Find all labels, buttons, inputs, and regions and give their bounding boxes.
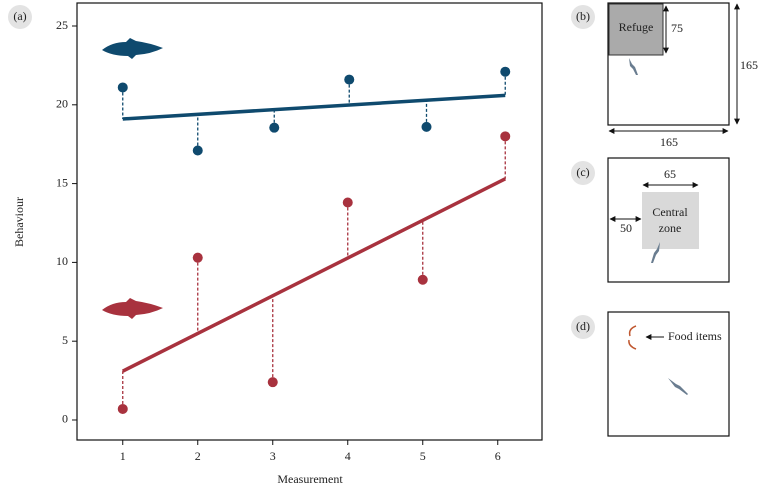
point <box>192 252 203 263</box>
x-tick-label: 2 <box>195 449 201 463</box>
y-tick-label: 10 <box>56 254 68 268</box>
point <box>192 145 203 156</box>
x-tick-label: 4 <box>345 449 351 463</box>
point <box>421 121 432 132</box>
x-tick-label: 3 <box>270 449 276 463</box>
food-label: Food items <box>668 329 722 343</box>
x-tick-label: 6 <box>495 449 501 463</box>
zone-label: Central <box>652 205 688 219</box>
zone-label: zone <box>659 221 682 235</box>
label-badge <box>8 5 32 29</box>
point <box>269 122 280 133</box>
plot-frame <box>76 2 543 441</box>
point <box>117 403 128 414</box>
point <box>500 131 511 142</box>
x-tick-label: 5 <box>420 449 426 463</box>
y-tick-label: 15 <box>56 175 68 189</box>
fish-icon <box>629 58 638 75</box>
point <box>417 274 428 285</box>
point <box>342 197 353 208</box>
refuge <box>608 3 664 56</box>
dimension-label: 165 <box>660 135 678 149</box>
fish-icon <box>102 298 163 319</box>
central-zone <box>642 192 699 249</box>
y-tick-label: 25 <box>56 18 68 32</box>
x-axis-label: Measurement <box>277 472 343 486</box>
x-tick-label: 1 <box>120 449 126 463</box>
refuge-label: Refuge <box>619 20 654 34</box>
panel-label: (d) <box>576 319 590 333</box>
dimension-label: 65 <box>664 167 676 181</box>
fish-icon <box>668 378 688 395</box>
fit-line <box>122 93 506 121</box>
y-tick-label: 0 <box>62 412 68 426</box>
panel-label: (a) <box>13 9 26 23</box>
food-items <box>628 325 637 350</box>
point <box>267 377 278 388</box>
panel-label: (c) <box>576 165 589 179</box>
point <box>344 74 355 85</box>
arena <box>607 311 730 437</box>
fish-icon <box>651 242 660 263</box>
arena <box>607 2 730 126</box>
dimension-label: 165 <box>740 58 758 72</box>
fit-line <box>121 177 507 373</box>
label-badge <box>571 315 595 339</box>
fish-icon <box>102 38 163 59</box>
point <box>500 66 511 77</box>
dimension-label: 50 <box>620 221 632 235</box>
label-badge <box>571 5 595 29</box>
y-axis-label: Behaviour <box>12 197 26 247</box>
arena <box>607 157 730 283</box>
y-tick-label: 5 <box>62 333 68 347</box>
y-tick-label: 20 <box>56 97 68 111</box>
panel-label: (b) <box>576 9 590 23</box>
label-badge <box>571 161 595 185</box>
point <box>117 82 128 93</box>
dimension-label: 75 <box>671 21 683 35</box>
